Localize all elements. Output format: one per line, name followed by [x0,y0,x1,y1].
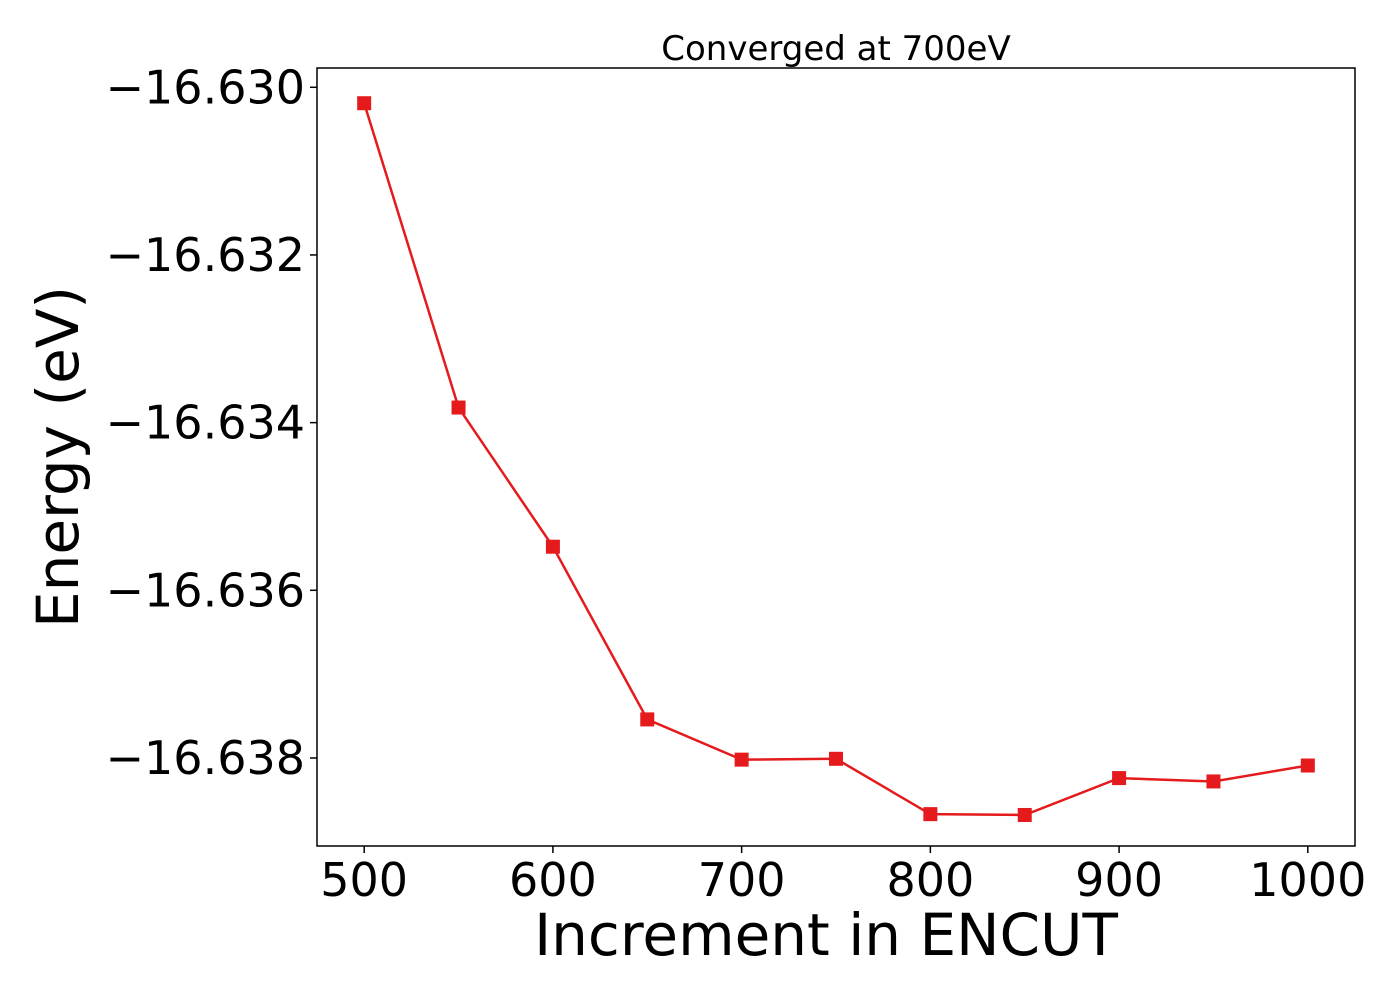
data-point-marker [734,752,749,767]
y-axis-ticks: −16.630 −16.632 −16.634 −16.636 −16.638 [106,60,317,785]
y-tick-label: −16.632 [106,228,306,282]
x-tick-label: 700 [698,853,786,907]
data-point-marker [923,807,938,822]
x-tick-label: 800 [886,853,974,907]
y-tick-label: −16.636 [106,563,306,617]
series-line [362,102,1309,817]
x-axis-ticks: 500 600 700 800 900 1000 [320,846,1366,907]
y-tick-label: −16.634 [106,396,306,450]
y-tick-label: −16.630 [106,60,306,114]
data-point-marker [640,712,655,727]
x-tick-label: 500 [320,853,408,907]
data-point-marker [451,400,466,415]
y-axis-label: Energy (eV) [24,286,92,628]
x-tick-label: 900 [1075,853,1163,907]
series-layer [357,96,1315,822]
data-point-marker [357,96,372,111]
data-point-marker [545,539,560,554]
chart-title: Converged at 700eV [661,29,1010,69]
data-point-marker [829,751,843,766]
x-tick-label: 1000 [1249,853,1366,907]
x-tick-label: 600 [509,853,597,907]
data-point-marker [1300,758,1315,773]
data-point-marker [1112,771,1127,786]
plot-frame [316,67,1356,847]
x-axis-label: Increment in ENCUT [534,901,1118,969]
data-point-marker [1206,774,1221,789]
data-point-marker [1017,807,1032,822]
y-tick-label: −16.638 [106,731,306,785]
